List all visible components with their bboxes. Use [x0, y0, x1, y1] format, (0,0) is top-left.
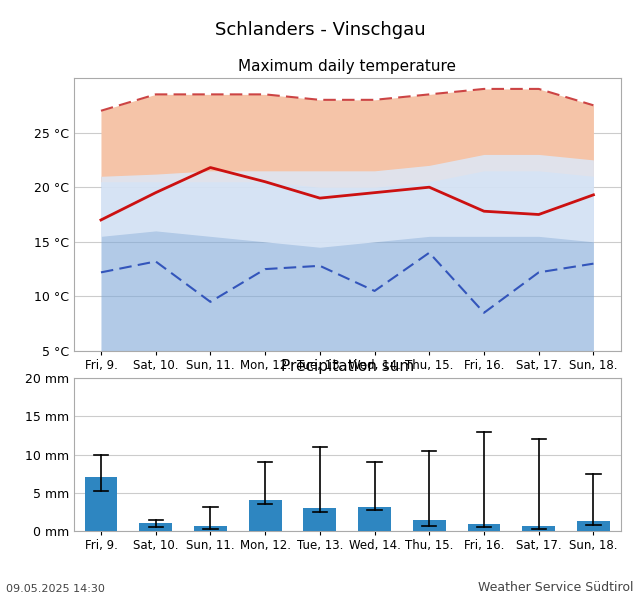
- Bar: [358, 506, 391, 531]
- Bar: [140, 523, 172, 531]
- Text: Weather Service Südtirol: Weather Service Südtirol: [478, 581, 634, 594]
- Title: Precipitation sum: Precipitation sum: [280, 359, 414, 374]
- Bar: [194, 526, 227, 531]
- Title: Maximum daily temperature: Maximum daily temperature: [238, 59, 456, 74]
- Bar: [303, 508, 336, 531]
- Bar: [249, 500, 282, 531]
- Bar: [577, 521, 610, 531]
- Bar: [84, 476, 117, 531]
- Bar: [522, 526, 555, 531]
- Bar: [468, 524, 500, 531]
- Bar: [413, 520, 445, 531]
- Text: 09.05.2025 14:30: 09.05.2025 14:30: [6, 584, 105, 594]
- Text: Schlanders - Vinschgau: Schlanders - Vinschgau: [214, 21, 426, 39]
